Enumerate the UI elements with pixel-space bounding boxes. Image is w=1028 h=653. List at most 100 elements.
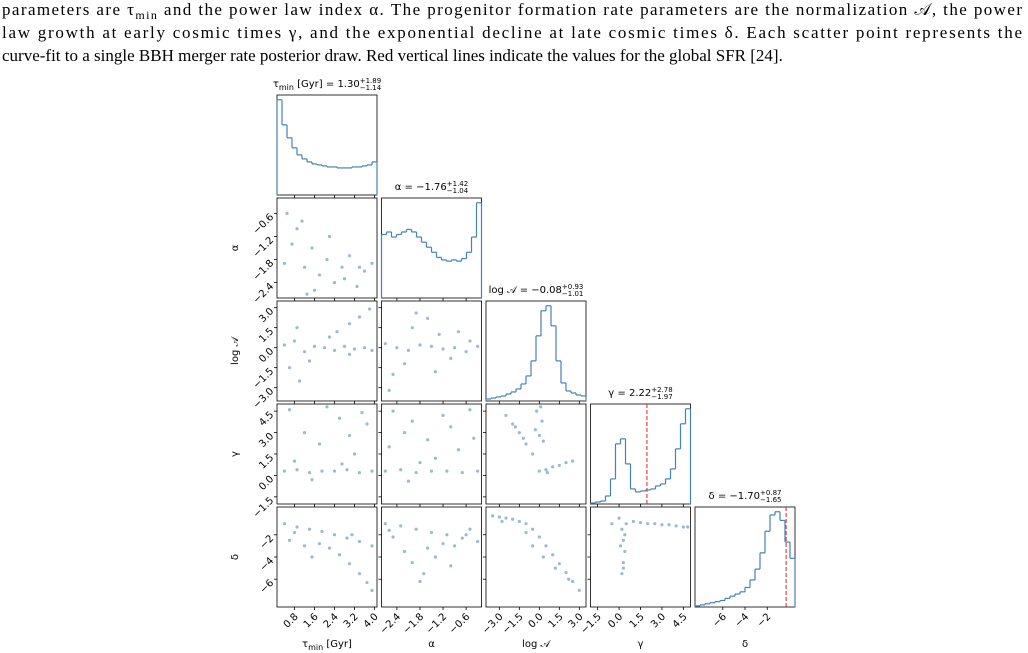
axis-label: γ [638,639,644,650]
y-tick-label: −1.2 [251,235,276,260]
scatter-point [365,580,369,585]
title-value: = 1.30 [323,79,360,90]
y-tick-label: 3.0 [257,306,276,325]
x-tick-label: 4.5 [671,611,690,630]
title-err-minus: −1.65 [760,496,781,504]
scatter-point [531,452,535,456]
x-tick-label: −1.5 [579,611,604,636]
scatter-point [387,445,391,449]
scatter-point [383,469,387,473]
caption-line: law growth at early cosmic times γ, and … [2,23,1022,42]
scatter-point [337,416,342,420]
scatter-point [623,549,627,554]
label-symbol: τ [273,79,279,90]
scatter-point [295,326,299,330]
scatter-point [426,438,430,442]
scatter-point [302,544,307,548]
scatter-point [410,419,414,423]
x-tick-label: −0.6 [447,611,472,636]
axis-label: τmin [Gyr] [302,639,352,652]
scatter-point [653,522,657,526]
scatter-point [623,533,627,537]
scatter-point [302,265,307,269]
scatter-point [402,430,407,435]
scatter-point [553,566,557,570]
scatter-point [332,469,337,473]
panel-frame [381,300,482,402]
label-subscript: min [308,643,323,652]
scatter-point [511,517,515,521]
scatter-point [674,524,678,528]
scatter-point [345,468,349,472]
scatter-point [456,330,461,334]
scatter-point [544,544,548,548]
scatter-point [441,542,445,546]
scatter-point [468,408,472,412]
scatter-point [513,425,517,429]
scatter-point [414,527,418,531]
scatter-point [531,544,535,548]
y-tick-label: 1.5 [257,452,276,471]
scatter-point [287,408,292,412]
scatter-point [342,344,347,348]
x-tick-label: −1.2 [424,611,449,636]
panel-frame [276,197,378,299]
scatter-point [357,315,362,319]
title-err-plus: +1.89 [360,77,381,85]
scatter-point [610,522,614,526]
axis-label: log 𝒜 [522,639,551,650]
title-err-plus: +1.42 [447,180,468,188]
scatter-point [295,468,299,472]
scatter-point [571,459,575,463]
scatter-point [524,442,528,446]
scatter-point [638,520,643,525]
y-tick-label: 0.0 [257,346,276,365]
scatter-point [287,538,292,542]
x-tick-label: −2 [755,611,773,629]
scatter-point [452,346,457,350]
label-symbol: τ [302,639,308,650]
scatter-point [491,514,495,518]
scatter-point [557,562,561,566]
label-symbol: log 𝒜 [230,336,241,365]
x-tick-label: 3.2 [342,611,361,630]
scatter-point [399,468,403,472]
scatter-point [347,562,352,566]
scatter-point [355,284,359,289]
scatter-point [517,519,521,524]
scatter-point [537,469,541,473]
scatter-point [387,388,391,392]
panel-frame [381,506,482,608]
axis-label: δ [230,554,241,560]
scatter-point [282,343,287,347]
y-tick-label: −1.5 [251,495,276,520]
scatter-point [310,555,314,559]
scatter-point [285,211,289,215]
scatter-point [370,469,374,473]
scatter-point [517,430,521,435]
scatter-point [327,546,332,550]
scatter-point [418,343,422,347]
scatter-point [325,405,329,409]
axis-label: δ [742,639,748,650]
scatter-point [302,350,307,354]
x-tick-label: 3.0 [649,611,668,630]
scatter-point [476,539,480,544]
title-err-plus: +0.93 [562,283,583,291]
scatter-point [504,413,508,418]
scatter-point [620,572,624,576]
y-tick-label: 3.0 [257,431,276,450]
y-tick-label: −1.5 [251,366,276,391]
scatter-point [312,288,317,292]
scatter-point [357,470,362,475]
scatter-point [472,436,476,440]
scatter-point [452,544,457,548]
caption-text: and the power law index α. The progenito… [158,0,1022,19]
label-symbol: γ [638,639,644,650]
label-symbol: δ [230,554,241,560]
scatter-point [441,347,445,351]
scatter-point [282,261,287,265]
scatter-point [535,409,539,413]
scatter-point [544,468,548,472]
